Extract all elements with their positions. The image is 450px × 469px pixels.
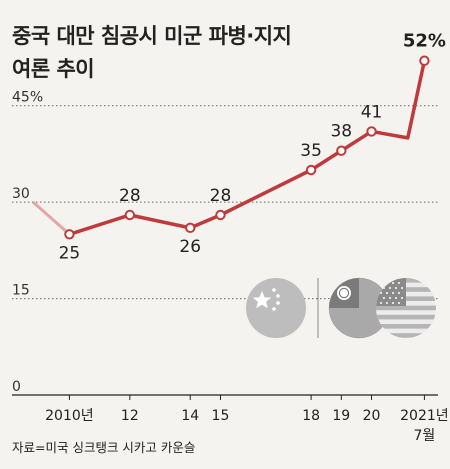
tick-labels: 0 15 30 45% 2010년 12 14 15 18 19 20 2021년 7월	[12, 90, 449, 444]
x-tick-label: 18	[302, 408, 320, 424]
usa-flag-icon	[376, 278, 436, 338]
data-label: 38	[330, 122, 352, 142]
data-label: 41	[361, 102, 383, 122]
data-label: 28	[119, 186, 141, 206]
axes	[12, 394, 438, 400]
china-flag-icon	[246, 278, 306, 338]
data-label: 28	[210, 186, 232, 206]
data-label: 52%	[403, 31, 446, 52]
x-tick-label: 2021년	[400, 408, 449, 424]
y-tick-label: 15	[12, 283, 30, 299]
x-tick-label: 14	[181, 408, 199, 424]
y-tick-label: 0	[12, 379, 21, 395]
data-label: 35	[300, 141, 322, 161]
y-tick-label: 45%	[12, 90, 43, 106]
flag-group	[246, 277, 436, 339]
source-note: 자료=미국 싱크탱크 시카고 카운슬	[12, 440, 196, 455]
title-line-2: 여론 추이	[12, 57, 95, 81]
title-line-1: 중국 대만 침공시 미군 파병·지지	[12, 24, 292, 48]
x-tick-label: 2010년	[45, 408, 94, 424]
x-tick-label: 15	[212, 408, 230, 424]
data-point	[336, 145, 347, 156]
x-tick-label: 19	[332, 408, 350, 424]
data-point	[305, 164, 317, 176]
lead-in-segment	[32, 201, 71, 236]
data-label: 26	[179, 237, 201, 257]
y-tick-label: 30	[12, 186, 30, 202]
data-point	[215, 209, 226, 221]
x-sublabel: 7월	[414, 428, 436, 444]
data-labels: 25 28 26 28 35 38 41 52%	[59, 31, 446, 264]
series-line	[32, 55, 430, 240]
data-point	[419, 55, 430, 66]
chart-title: 중국 대만 침공시 미군 파병·지지 여론 추이	[12, 20, 342, 86]
data-point	[366, 126, 377, 137]
series-polyline	[68, 60, 427, 236]
data-label: 25	[59, 243, 81, 263]
grid-lines	[12, 105, 438, 300]
x-tick-label: 20	[363, 408, 381, 424]
data-point	[124, 209, 136, 221]
data-point	[185, 222, 196, 234]
data-point	[64, 229, 75, 240]
x-tick-label: 12	[121, 408, 139, 424]
